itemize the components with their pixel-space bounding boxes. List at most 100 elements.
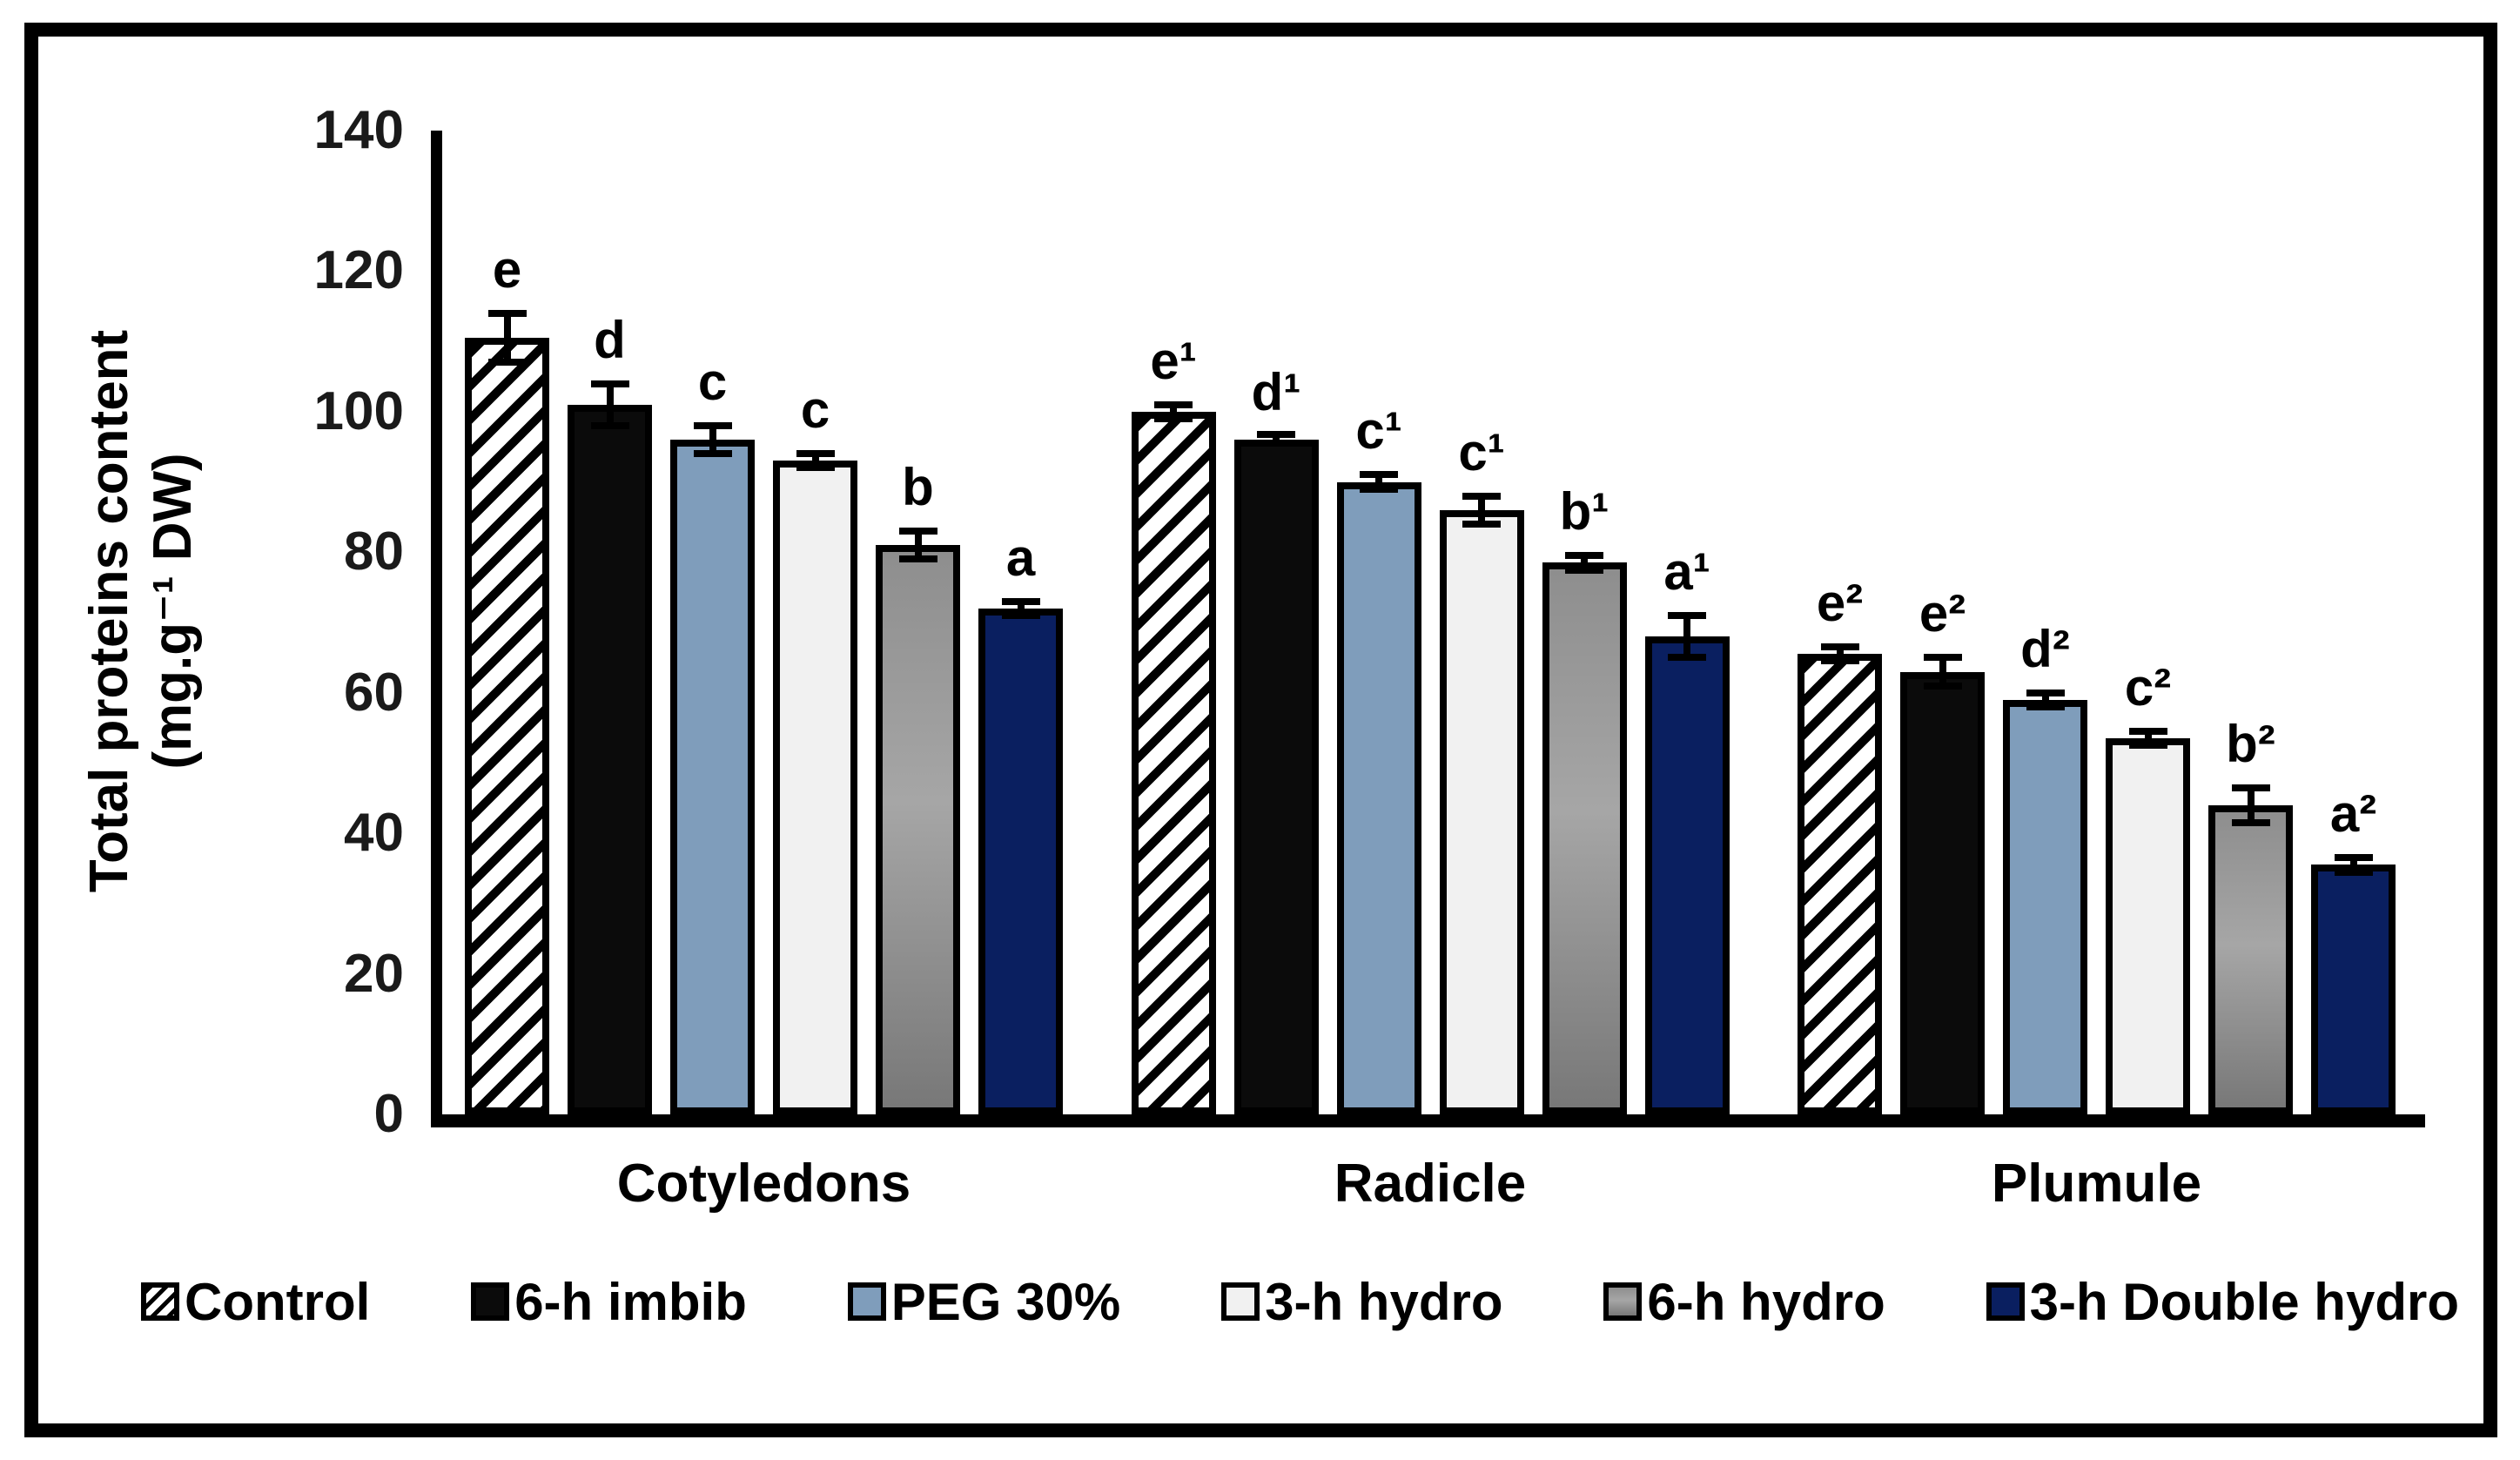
significance-letter-control-radicle: e¹ bbox=[1150, 331, 1197, 390]
bar-cell-control-cotyledons: e bbox=[465, 243, 549, 1114]
bar-3-h-hydro-cotyledons bbox=[773, 461, 857, 1114]
bar-cell-peg-30-radicle: c¹ bbox=[1336, 405, 1421, 1114]
significance-letter-6-h-hydro-plumule: b² bbox=[2226, 714, 2275, 773]
bar-cell-6-h-imbib-cotyledons: d bbox=[568, 313, 652, 1114]
y-tick-label-100: 100 bbox=[313, 380, 404, 441]
y-tick-label-60: 60 bbox=[344, 662, 404, 723]
bar-group-radicle: e¹ d¹ c¹ c¹ b¹ a¹ bbox=[1131, 334, 1730, 1114]
significance-letter-peg-30-cotyledons: c bbox=[697, 352, 728, 411]
significance-letter-control-plumule: e² bbox=[1816, 574, 1864, 633]
legend-swatch-6-h-imbib bbox=[471, 1282, 510, 1321]
error-bar-peg-30-plumule bbox=[2026, 689, 2065, 710]
y-tick-label-80: 80 bbox=[344, 521, 404, 582]
bar-6-h-hydro-cotyledons bbox=[876, 545, 960, 1114]
error-bar-control-radicle bbox=[1154, 400, 1193, 422]
bar-6-h-hydro-radicle bbox=[1542, 562, 1627, 1114]
category-label-plumule: Plumule bbox=[1991, 1154, 2202, 1214]
chart-area: Total proteins content (mg.g⁻¹ DW) 0 20 40… bbox=[38, 37, 2483, 1423]
category-label-radicle: Radicle bbox=[1334, 1154, 1527, 1214]
error-bar-6-h-imbib-plumule bbox=[1923, 654, 1962, 690]
bar-cell-peg-30-cotyledons: c bbox=[670, 355, 755, 1114]
bar-3-h-hydro-radicle bbox=[1439, 509, 1524, 1114]
error-bar-control-cotyledons bbox=[487, 309, 527, 367]
bar-cell-3-h-hydro-cotyledons: c bbox=[773, 384, 857, 1114]
y-tick-label-40: 40 bbox=[344, 803, 404, 864]
legend-label-control: Control bbox=[185, 1272, 371, 1331]
significance-letter-3-h-double-hydro-plumule: a² bbox=[2329, 784, 2377, 844]
bar-cell-6-h-imbib-plumule: e² bbox=[1900, 588, 1985, 1114]
bar-cell-6-h-hydro-cotyledons: b bbox=[876, 461, 960, 1114]
bar-cell-3-h-double-hydro-cotyledons: a bbox=[978, 531, 1063, 1114]
bar-cell-3-h-double-hydro-plumule: a² bbox=[2311, 788, 2396, 1114]
legend-label-6-h-imbib: 6-h imbib bbox=[514, 1272, 747, 1331]
legend-item-peg-30: PEG 30% bbox=[847, 1272, 1121, 1332]
bar-group-plumule: e² e² d² c² b² a² bbox=[1798, 577, 2396, 1114]
error-bar-3-h-double-hydro-cotyledons bbox=[1001, 597, 1040, 619]
legend-label-3-h-hydro: 3-h hydro bbox=[1265, 1272, 1503, 1331]
error-bar-3-h-hydro-radicle bbox=[1462, 492, 1501, 528]
legend-swatch-peg-30 bbox=[847, 1282, 886, 1321]
significance-letter-3-h-double-hydro-cotyledons: a bbox=[1005, 528, 1036, 587]
legend-item-3-h-hydro: 3-h hydro bbox=[1221, 1272, 1502, 1332]
y-tick-label-140: 140 bbox=[313, 100, 404, 160]
legend-swatch-3-h-double-hydro bbox=[1986, 1282, 2025, 1321]
bar-6-h-imbib-radicle bbox=[1233, 440, 1319, 1114]
significance-letter-peg-30-plumule: d² bbox=[2020, 619, 2070, 678]
bar-cell-6-h-hydro-plumule: b² bbox=[2208, 717, 2293, 1114]
error-bar-3-h-hydro-plumule bbox=[2128, 728, 2167, 750]
significance-letter-control-cotyledons: e bbox=[492, 239, 522, 299]
error-bar-peg-30-cotyledons bbox=[693, 421, 732, 458]
significance-letter-6-h-imbib-radicle: d¹ bbox=[1251, 363, 1301, 422]
y-axis-title-line1: Total proteins content bbox=[78, 329, 139, 893]
bar-3-h-hydro-plumule bbox=[2106, 738, 2190, 1114]
significance-letter-6-h-hydro-radicle: b¹ bbox=[1559, 482, 1609, 542]
bar-control-plumule bbox=[1798, 654, 1882, 1114]
legend-label-peg-30: PEG 30% bbox=[890, 1272, 1121, 1331]
bar-3-h-double-hydro-cotyledons bbox=[978, 608, 1063, 1114]
significance-letter-6-h-imbib-cotyledons: d bbox=[594, 310, 626, 369]
legend-label-3-h-double-hydro: 3-h Double hydro bbox=[2029, 1272, 2459, 1331]
error-bar-3-h-hydro-cotyledons bbox=[796, 450, 835, 472]
legend-swatch-6-h-hydro bbox=[1603, 1282, 1643, 1321]
x-axis-category-labels: Cotyledons Radicle Plumule bbox=[442, 1153, 2425, 1214]
bar-6-h-imbib-plumule bbox=[1900, 671, 1985, 1114]
significance-letter-6-h-imbib-plumule: e² bbox=[1919, 584, 1966, 643]
legend-label-6-h-hydro: 6-h hydro bbox=[1647, 1272, 1885, 1331]
legend-item-6-h-hydro: 6-h hydro bbox=[1603, 1272, 1885, 1332]
error-bar-6-h-hydro-plumule bbox=[2231, 784, 2270, 827]
error-bar-3-h-double-hydro-plumule bbox=[2334, 854, 2373, 876]
error-bar-peg-30-radicle bbox=[1360, 471, 1398, 493]
y-axis-tick-labels: 0 20 40 60 80 100 120 140 bbox=[186, 100, 404, 1144]
legend: Control 6-h imbib PEG 30% 3-h hydro 6-h hydr… bbox=[38, 1262, 2483, 1341]
bar-3-h-double-hydro-radicle bbox=[1644, 636, 1730, 1114]
bar-cell-3-h-hydro-radicle: c¹ bbox=[1439, 426, 1524, 1114]
significance-letter-peg-30-radicle: c¹ bbox=[1355, 401, 1402, 461]
bar-cell-3-h-double-hydro-radicle: a¹ bbox=[1644, 545, 1730, 1114]
bar-cell-peg-30-plumule: d² bbox=[2003, 622, 2087, 1114]
bar-control-radicle bbox=[1131, 411, 1216, 1114]
error-bar-6-h-hydro-radicle bbox=[1565, 552, 1603, 574]
y-tick-label-0: 0 bbox=[373, 1084, 404, 1144]
bar-cell-control-radicle: e¹ bbox=[1131, 334, 1216, 1114]
bar-3-h-double-hydro-plumule bbox=[2311, 865, 2396, 1114]
bar-cell-3-h-hydro-plumule: c² bbox=[2106, 662, 2190, 1114]
error-bar-6-h-hydro-cotyledons bbox=[898, 528, 937, 563]
error-bar-3-h-double-hydro-radicle bbox=[1668, 611, 1706, 662]
category-label-cotyledons: Cotyledons bbox=[616, 1154, 911, 1214]
bar-peg-30-radicle bbox=[1336, 481, 1421, 1114]
bar-groups: e d c c b a e¹ d¹ c¹ c¹ b¹ a¹ e² e² d² c² b² a² bbox=[442, 131, 2425, 1114]
legend-item-6-h-imbib: 6-h imbib bbox=[471, 1272, 747, 1332]
bar-peg-30-plumule bbox=[2003, 699, 2087, 1114]
bar-6-h-hydro-plumule bbox=[2208, 804, 2293, 1114]
bar-cell-6-h-hydro-radicle: b¹ bbox=[1542, 486, 1627, 1114]
legend-swatch-3-h-hydro bbox=[1221, 1282, 1260, 1321]
y-tick-label-120: 120 bbox=[313, 240, 404, 301]
bar-6-h-imbib-cotyledons bbox=[568, 404, 652, 1114]
figure-frame: Total proteins content (mg.g⁻¹ DW) 0 20 40… bbox=[24, 23, 2497, 1437]
significance-letter-3-h-hydro-radicle: c¹ bbox=[1458, 422, 1505, 481]
error-bar-6-h-imbib-cotyledons bbox=[590, 380, 629, 430]
significance-letter-3-h-double-hydro-radicle: a¹ bbox=[1663, 542, 1710, 601]
y-tick-label-20: 20 bbox=[344, 943, 404, 1004]
bar-control-cotyledons bbox=[465, 338, 549, 1114]
legend-item-control: Control bbox=[141, 1272, 370, 1332]
